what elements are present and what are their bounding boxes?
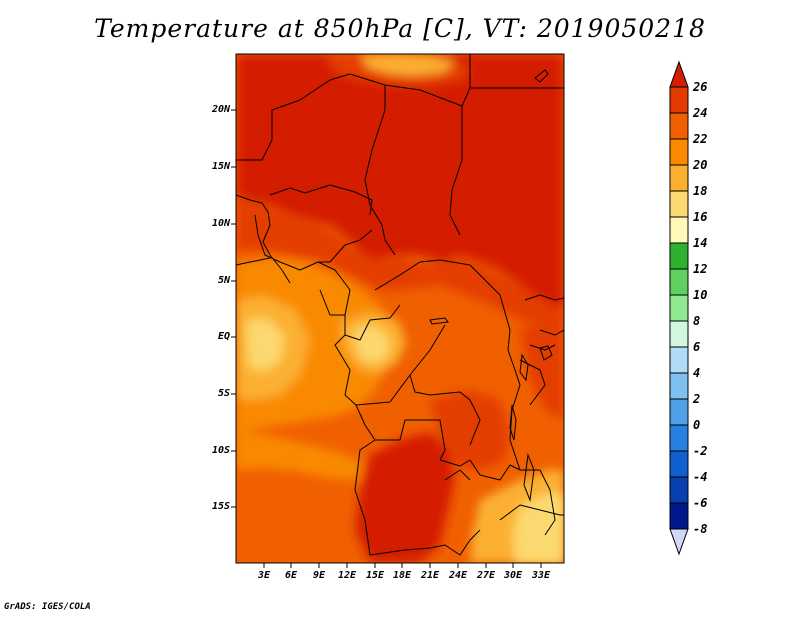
field-gulf-coolest — [245, 318, 285, 372]
map-title: Temperature at 850hPa [C], VT: 201905021… — [94, 14, 706, 43]
field-southeast-coolest — [512, 492, 564, 563]
field-north-hot — [236, 54, 564, 310]
lon-label: 12E — [337, 570, 357, 581]
colorbar-label: 20 — [693, 158, 708, 172]
colorbar-label: -6 — [693, 496, 708, 510]
field-east-hot — [430, 390, 510, 470]
lon-label: 3E — [257, 570, 271, 581]
colorbar-label: 0 — [693, 418, 701, 432]
lakes — [429, 69, 553, 502]
field-sahel-band — [236, 195, 564, 330]
field-angola-hot — [355, 432, 455, 563]
lat-label: 5S — [217, 388, 230, 399]
colorbar-top-arrow — [669, 60, 689, 88]
lat-label: 20N — [211, 104, 230, 115]
colorbar-label: 14 — [693, 236, 708, 250]
lat-label: 10S — [211, 445, 230, 456]
colorbar — [669, 60, 689, 556]
colorbar-label: 6 — [693, 340, 701, 354]
lat-label: 15S — [211, 501, 230, 512]
lon-label: 9E — [312, 570, 326, 581]
colorbar-label: 4 — [693, 366, 701, 380]
lon-label: 24E — [448, 570, 468, 581]
lat-label: EQ — [217, 331, 230, 342]
colorbar-label: 10 — [693, 288, 708, 302]
lat-label: 5N — [217, 275, 230, 286]
lon-label: 21E — [420, 570, 440, 581]
lat-label: 15N — [211, 161, 230, 172]
map-frame — [235, 53, 565, 564]
lon-label: 30E — [503, 570, 523, 581]
lon-label: 18E — [392, 570, 412, 581]
colorbar-label: 24 — [693, 106, 708, 120]
grads-credit: GrADS: IGES/COLA — [4, 602, 91, 612]
colorbar-label: 16 — [693, 210, 708, 224]
colorbar-label: 8 — [693, 314, 701, 328]
lon-label: 6E — [284, 570, 298, 581]
country-borders — [236, 54, 564, 563]
field-atlantic-cool — [236, 430, 360, 480]
lon-label: 15E — [365, 570, 385, 581]
axis-ticks — [231, 109, 542, 568]
colorbar-label: 12 — [693, 262, 708, 276]
lon-label: 33E — [531, 570, 551, 581]
colorbar-label: 26 — [693, 80, 708, 94]
colorbar-bottom-arrow — [669, 528, 689, 556]
colorbar-label: -2 — [693, 444, 708, 458]
colorbar-label: 22 — [693, 132, 708, 146]
field-congo-coolest — [352, 324, 390, 364]
temperature-field — [236, 54, 564, 563]
colorbar-label: -4 — [693, 470, 708, 484]
lat-label: 10N — [211, 218, 230, 229]
colorbar-label: 2 — [693, 392, 701, 406]
colorbar-label: -8 — [693, 522, 708, 536]
lon-label: 27E — [476, 570, 496, 581]
field-sahara-cool — [360, 54, 455, 76]
colorbar-label: 18 — [693, 184, 708, 198]
